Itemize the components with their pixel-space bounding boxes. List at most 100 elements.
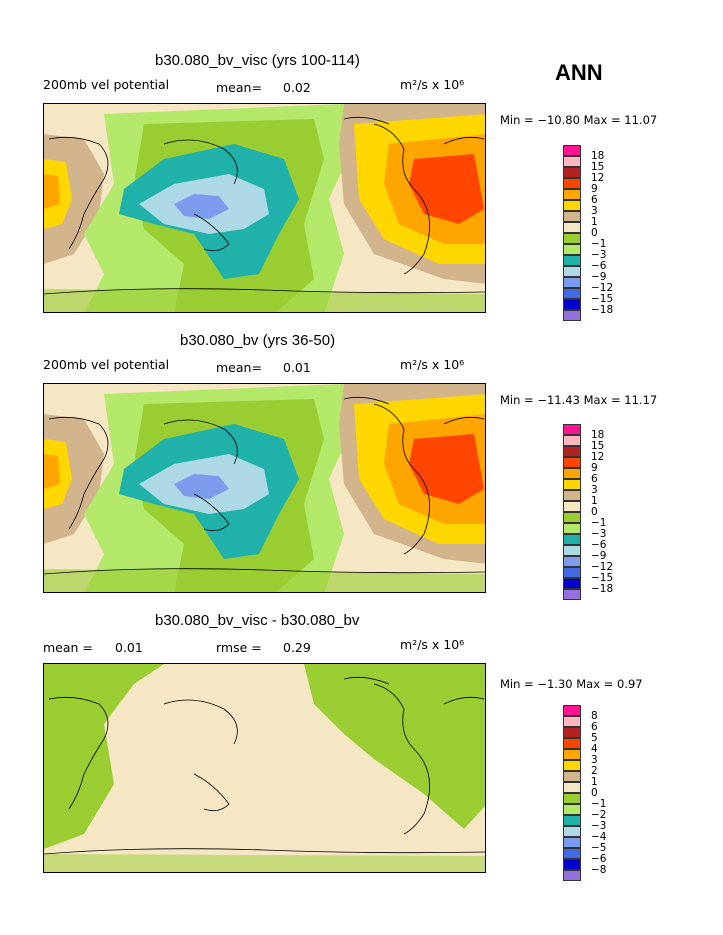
legend2-label: 1 — [591, 495, 598, 507]
panel2-title: b30.080_bv (yrs 36-50) — [180, 332, 336, 349]
legend2-swatch — [563, 435, 581, 446]
legend1-swatch — [563, 266, 581, 277]
legend2-swatch — [563, 424, 581, 435]
legend1-label: 0 — [591, 227, 598, 239]
panel1-variable: 200mb vel potential — [43, 77, 170, 92]
legend1-label: 12 — [591, 172, 605, 184]
legend2-label: −9 — [591, 550, 607, 562]
legend1-label: −6 — [591, 260, 607, 272]
legend2-swatch — [563, 523, 581, 534]
panel3-mean-value: 0.01 — [115, 640, 143, 655]
legend2-label: −18 — [591, 583, 614, 595]
legend1-label: −12 — [591, 282, 614, 294]
panel3-minmax: Min = −1.30 Max = 0.97 — [500, 677, 643, 691]
legend2-label: 9 — [591, 462, 598, 474]
legend1-swatch — [563, 222, 581, 233]
panel2-legend: 18 15 12 9 6 3 1 0 −1 −3 −6 −9 −12 −15 −… — [563, 424, 663, 600]
legend3-label: 8 — [591, 710, 598, 722]
legend2-label: −1 — [591, 517, 607, 529]
legend3-swatch — [563, 727, 581, 738]
legend1-label: 15 — [591, 161, 605, 173]
legend3-swatch — [563, 705, 581, 716]
legend1-label: 9 — [591, 183, 598, 195]
legend3-label: 1 — [591, 776, 598, 788]
legend3-label: −4 — [591, 831, 607, 843]
legend3-label: 0 — [591, 787, 598, 799]
legend1-swatch — [563, 211, 581, 222]
legend3-label: −3 — [591, 820, 607, 832]
legend2-label: 15 — [591, 440, 605, 452]
legend2-swatch — [563, 567, 581, 578]
panel3-units: m²/s x 10⁶ — [400, 637, 465, 652]
legend3-label: −1 — [591, 798, 607, 810]
legend2-label: 6 — [591, 473, 598, 485]
legend1-swatch — [563, 277, 581, 288]
panel3-rmse-value: 0.29 — [283, 640, 311, 655]
legend3-label: 4 — [591, 743, 598, 755]
legend3-label: 2 — [591, 765, 598, 777]
panel3-mean-label: mean = — [43, 640, 93, 655]
legend3-swatch — [563, 738, 581, 749]
legend2-label: −3 — [591, 528, 607, 540]
legend3-swatch — [563, 716, 581, 727]
legend2-label: 12 — [591, 451, 605, 463]
legend3-swatch — [563, 870, 581, 881]
legend3-swatch — [563, 749, 581, 760]
legend3-label: 5 — [591, 732, 598, 744]
legend1-swatch — [563, 310, 581, 321]
panel2-variable: 200mb vel potential — [43, 357, 170, 372]
legend3-label: 3 — [591, 754, 598, 766]
legend1-label: 1 — [591, 216, 598, 228]
legend3-swatch — [563, 815, 581, 826]
legend1-swatch — [563, 255, 581, 266]
panel1-mean-label: mean= — [216, 80, 262, 95]
legend2-swatch — [563, 534, 581, 545]
legend2-swatch — [563, 512, 581, 523]
legend2-label: −12 — [591, 561, 614, 573]
panel1-legend: 18 15 12 9 6 3 1 0 −1 −3 −6 −9 −12 −15 −… — [563, 145, 663, 321]
panel3-rmse-label: rmse = — [216, 640, 262, 655]
legend1-swatch — [563, 167, 581, 178]
legend3-label: 6 — [591, 721, 598, 733]
legend1-swatch — [563, 288, 581, 299]
panel2-units: m²/s x 10⁶ — [400, 357, 465, 372]
legend2-swatch — [563, 578, 581, 589]
legend1-swatch — [563, 299, 581, 310]
legend1-swatch — [563, 189, 581, 200]
legend2-label: −6 — [591, 539, 607, 551]
panel3-legend: 8 6 5 4 3 2 1 0 −1 −2 −3 −4 −5 −6 −8 — [563, 705, 663, 881]
legend3-swatch — [563, 782, 581, 793]
legend3-label: −2 — [591, 809, 607, 821]
legend2-swatch — [563, 589, 581, 600]
legend3-swatch — [563, 837, 581, 848]
legend2-swatch — [563, 545, 581, 556]
panel2-map — [43, 383, 486, 593]
legend3-swatch — [563, 859, 581, 870]
legend2-label: 18 — [591, 429, 605, 441]
legend3-label: −5 — [591, 842, 607, 854]
legend2-label: 0 — [591, 506, 598, 518]
panel1-map — [43, 103, 486, 313]
legend3-swatch — [563, 793, 581, 804]
legend2-label: 3 — [591, 484, 598, 496]
legend1-label: −18 — [591, 304, 614, 316]
legend1-label: −1 — [591, 238, 607, 250]
season-label: ANN — [555, 60, 603, 85]
panel2-mean-value: 0.01 — [283, 360, 311, 375]
legend2-swatch — [563, 490, 581, 501]
legend1-swatch — [563, 233, 581, 244]
legend2-label: −15 — [591, 572, 614, 584]
panel3-map — [43, 663, 486, 873]
legend1-label: 3 — [591, 205, 598, 217]
panel1-minmax: Min = −10.80 Max = 11.07 — [500, 113, 658, 127]
legend3-label: −6 — [591, 853, 607, 865]
panel1-mean-value: 0.02 — [283, 80, 311, 95]
legend2-swatch — [563, 468, 581, 479]
legend2-swatch — [563, 446, 581, 457]
panel1-title: b30.080_bv_visc (yrs 100-114) — [155, 52, 360, 69]
legend2-swatch — [563, 457, 581, 468]
legend2-swatch — [563, 501, 581, 512]
legend1-label: −9 — [591, 271, 607, 283]
legend3-swatch — [563, 760, 581, 771]
legend1-label: 18 — [591, 150, 605, 162]
